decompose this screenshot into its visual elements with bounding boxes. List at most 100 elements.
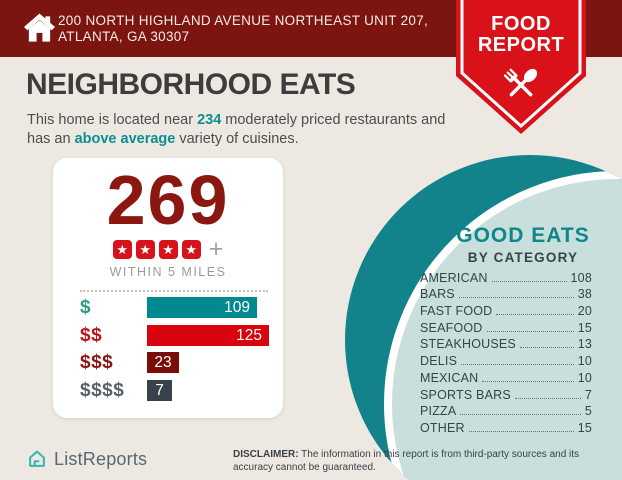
plus-sign: + — [208, 234, 224, 263]
category-value: 10 — [577, 370, 592, 385]
dotted-leader — [460, 414, 581, 416]
category-value: 38 — [577, 287, 592, 302]
category-value: 13 — [577, 337, 592, 352]
star-icon: ★ — [158, 239, 178, 259]
category-value: 10 — [577, 354, 592, 369]
dotted-leader — [514, 397, 581, 399]
category-label: DELIS — [420, 354, 458, 369]
disclaimer: DISCLAIMER: The information in this repo… — [233, 448, 613, 474]
category-label: OTHER — [420, 420, 465, 435]
star-icon: ★ — [135, 239, 155, 259]
good-eats-title: GOOD EATS — [456, 224, 590, 247]
category-label: PIZZA — [420, 404, 457, 419]
disclaimer-line-2: accuracy cannot be guaranteed. — [233, 462, 376, 473]
price-bar-row: $$ 125 — [53, 325, 283, 346]
bar-three-dollar: 23 — [147, 352, 179, 373]
property-address: 200 NORTH HIGHLAND AVENUE NORTHEAST UNIT… — [58, 13, 428, 44]
variety-highlight: above average — [74, 131, 176, 147]
desc-text: moderately priced restaurants and — [221, 112, 446, 128]
desc-text: has an — [27, 131, 75, 147]
bar-value: 125 — [236, 327, 262, 344]
bar-value: 109 — [224, 299, 250, 316]
price-tier-label: $$$ — [80, 352, 114, 373]
bar-two-dollar: 125 — [147, 325, 269, 346]
dotted-leader — [496, 314, 574, 316]
restaurant-count: 234 — [197, 112, 222, 128]
price-tier-label: $$ — [80, 325, 103, 346]
category-label: AMERICAN — [420, 270, 488, 285]
category-value: 15 — [577, 320, 592, 335]
category-label: FAST FOOD — [420, 304, 493, 319]
page-description: This home is located near 234 moderately… — [27, 111, 445, 149]
bar-value: 23 — [154, 354, 172, 371]
dotted-divider — [80, 290, 268, 292]
total-restaurants-stat: 269 — [106, 161, 230, 239]
restaurant-stats-card: 269 ★ ★ ★ ★ + WITHIN 5 MILES $ 109 $$ 12… — [53, 158, 283, 418]
category-list: AMERICAN 108 BARS 38 FAST FOOD 20 SEAFOOD 15… — [420, 268, 592, 435]
disclaimer-line-1: DISCLAIMER: The information in this repo… — [233, 448, 613, 461]
badge-line-1: FOOD — [491, 13, 551, 35]
bar-four-dollar: 7 — [147, 380, 172, 401]
category-row: SEAFOOD 15 — [420, 318, 592, 335]
description-line-1: This home is located near 234 moderately… — [27, 111, 445, 130]
category-label: SPORTS BARS — [420, 387, 511, 402]
category-label: BARS — [420, 287, 455, 302]
category-value: 15 — [577, 420, 592, 435]
address-line-1: 200 NORTH HIGHLAND AVENUE NORTHEAST UNIT… — [58, 13, 429, 28]
category-row: DELIS 10 — [420, 351, 592, 368]
dotted-leader — [519, 347, 574, 349]
price-tier-label: $$$$ — [80, 380, 125, 401]
category-row: MEXICAN 10 — [420, 368, 592, 385]
category-value: 5 — [584, 404, 592, 419]
star-icon: ★ — [181, 239, 201, 259]
star-rating: ★ ★ ★ ★ + — [53, 234, 283, 263]
good-eats-heading: GOOD EATS BY CATEGORY — [423, 224, 622, 265]
listreports-house-icon — [29, 450, 45, 467]
star-icon: ★ — [112, 239, 132, 259]
price-bar-row: $$$ 23 — [53, 352, 283, 373]
category-circle-ring — [345, 155, 622, 480]
category-row: OTHER 15 — [420, 418, 592, 435]
badge-line-2: REPORT — [477, 34, 565, 56]
category-row: SPORTS BARS 7 — [420, 385, 592, 402]
dotted-leader — [461, 364, 574, 366]
category-label: SEAFOOD — [420, 320, 483, 335]
address-line-2: ATLANTA, GA 30307 — [58, 28, 190, 44]
disclaimer-text: The information in this report is from t… — [298, 449, 580, 460]
bar-one-dollar: 109 — [147, 297, 257, 318]
category-row: AMERICAN 108 — [420, 268, 592, 285]
badge-title: FOOD REPORT — [456, 14, 586, 56]
bar-value: 7 — [155, 382, 164, 399]
category-label: STEAKHOUSES — [420, 337, 516, 352]
price-tier-label: $ — [80, 297, 92, 318]
good-eats-subtitle: BY CATEGORY — [467, 250, 579, 265]
dotted-leader — [458, 297, 574, 299]
home-icon — [24, 13, 55, 42]
radius-label: WITHIN 5 MILES — [109, 265, 227, 279]
category-value: 108 — [570, 270, 592, 285]
desc-text: This home is located near — [27, 112, 198, 128]
dotted-leader — [491, 280, 567, 282]
ribbon-shape — [456, 0, 586, 134]
dotted-leader — [486, 330, 574, 332]
desc-text: variety of cuisines. — [175, 131, 299, 147]
category-row: STEAKHOUSES 13 — [420, 335, 592, 352]
listreports-logo: ListReports — [26, 448, 147, 470]
category-value: 20 — [577, 304, 592, 319]
price-bar-row: $$$$ 7 — [53, 380, 283, 401]
page-title: NEIGHBORHOOD EATS — [26, 68, 356, 101]
category-row: FAST FOOD 20 — [420, 301, 592, 318]
dotted-leader — [482, 380, 574, 382]
dotted-leader — [468, 430, 574, 432]
category-row: PIZZA 5 — [420, 402, 592, 419]
category-label: MEXICAN — [420, 370, 479, 385]
description-line-2: has an above average variety of cuisines… — [27, 130, 445, 149]
food-report-badge: FOOD REPORT — [456, 0, 586, 134]
disclaimer-label: DISCLAIMER: — [233, 449, 299, 460]
category-row: BARS 38 — [420, 285, 592, 302]
category-value: 7 — [584, 387, 592, 402]
brand-name: ListReports — [54, 448, 148, 469]
crossed-utensils-icon — [503, 68, 538, 97]
price-bar-row: $ 109 — [53, 297, 283, 318]
